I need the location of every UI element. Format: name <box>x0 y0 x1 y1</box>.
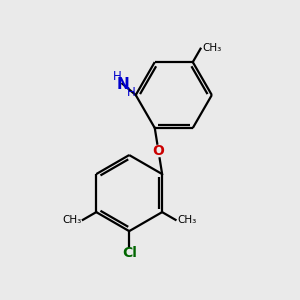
Text: N: N <box>117 77 129 92</box>
Text: CH₃: CH₃ <box>202 43 221 53</box>
Text: H: H <box>112 70 122 83</box>
Text: CH₃: CH₃ <box>62 215 81 225</box>
Text: CH₃: CH₃ <box>177 215 196 225</box>
Text: O: O <box>152 144 164 158</box>
Text: Cl: Cl <box>122 246 136 260</box>
Text: H: H <box>127 85 136 98</box>
